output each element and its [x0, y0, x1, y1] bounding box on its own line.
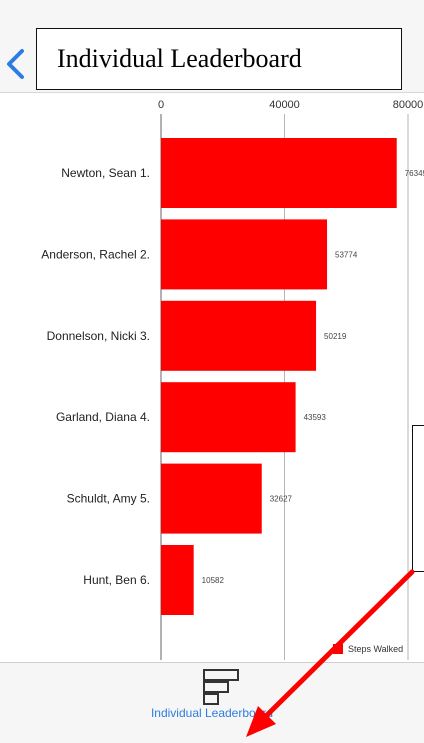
- legend-swatch: [333, 644, 343, 654]
- category-label: Schuldt, Amy 5.: [67, 492, 150, 506]
- navigation-bar: Individual Leaderboard: [0, 0, 424, 93]
- x-tick-label: 0: [158, 99, 164, 111]
- page-title: Individual Leaderboard: [36, 28, 402, 90]
- bar-value-label: 10582: [202, 576, 225, 585]
- leaderboard-bar-chart: 0 40000 80000 Newton, Sean 1. 76349 Anderson,…: [41, 99, 424, 660]
- leaderboard-icon[interactable]: [200, 666, 244, 706]
- x-tick-label: 80000: [393, 99, 424, 111]
- annotation-callout-box: [412, 425, 424, 572]
- bar-value-label: 50219: [324, 332, 347, 341]
- chart-bar: [161, 382, 296, 453]
- category-label: Donnelson, Nicki 3.: [47, 329, 150, 343]
- x-tick-label: 40000: [269, 99, 300, 111]
- category-label: Hunt, Ben 6.: [83, 573, 150, 587]
- chart-bar: [161, 219, 328, 290]
- legend-label: Steps Walked: [348, 644, 404, 654]
- tab-individual-leaderboard[interactable]: Individual Leaderboard: [150, 706, 274, 720]
- bar-value-label: 53774: [335, 250, 358, 259]
- category-label: Garland, Diana 4.: [56, 410, 150, 424]
- chart-legend: Steps Walked: [333, 644, 403, 654]
- bar-value-label: 43593: [304, 413, 327, 422]
- chart-bar: [161, 300, 317, 371]
- chevron-left-icon[interactable]: [2, 47, 28, 81]
- category-label: Newton, Sean 1.: [61, 166, 150, 180]
- chart-bar: [161, 545, 194, 615]
- category-label: Anderson, Rachel 2.: [41, 247, 150, 261]
- bar-value-label: 32627: [270, 495, 293, 504]
- bar-value-label: 76349: [405, 169, 424, 178]
- chart-bar: [161, 463, 262, 534]
- chart-bar: [161, 138, 397, 208]
